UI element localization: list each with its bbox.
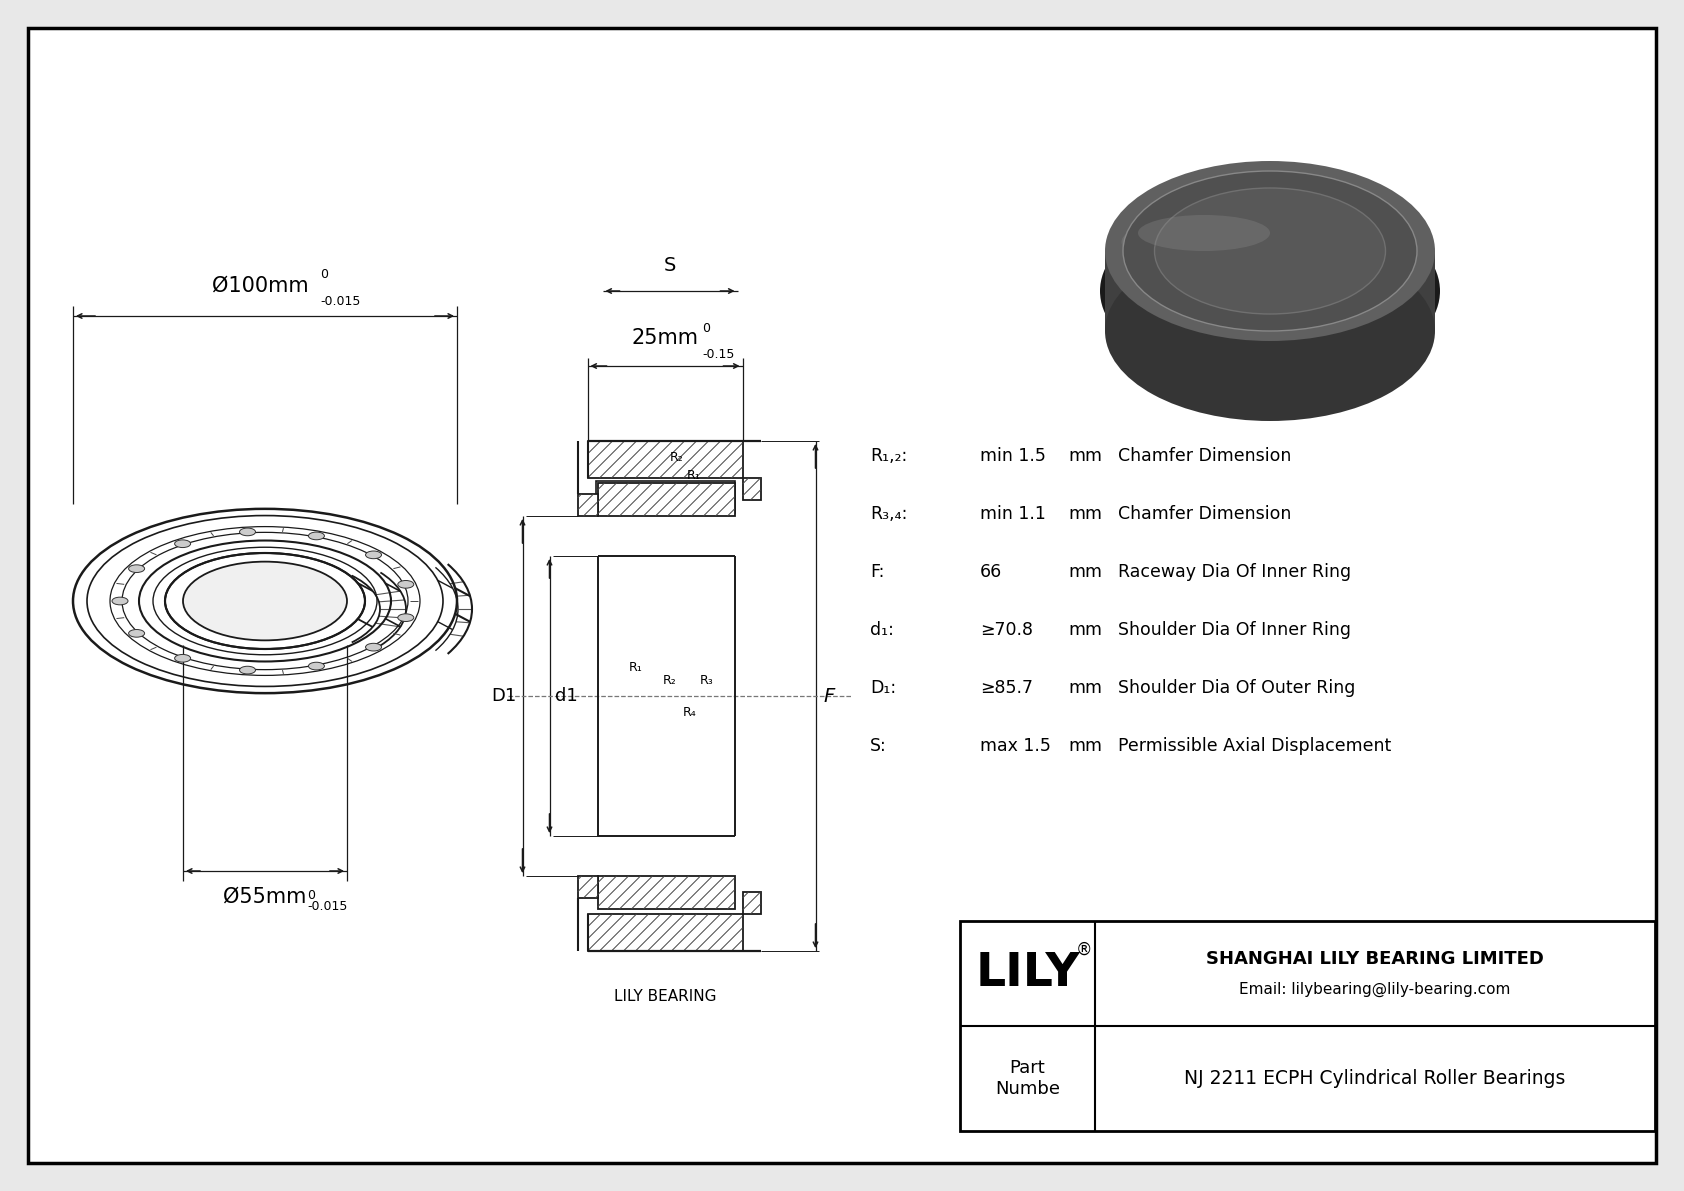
Text: -0.015: -0.015 [320,295,360,308]
Text: max 1.5: max 1.5 [980,737,1051,755]
Text: R₁: R₁ [630,661,643,674]
Text: mm: mm [1068,737,1101,755]
Bar [578,877,598,898]
Ellipse shape [128,630,145,637]
Text: d₁:: d₁: [871,621,894,640]
Ellipse shape [397,580,414,588]
Text: -0.015: -0.015 [306,900,347,913]
Ellipse shape [1138,216,1270,251]
Bar [598,484,734,516]
Bar [743,892,761,913]
Bar [598,877,734,909]
Text: F:: F: [871,563,884,581]
Bar [960,921,1655,1131]
Ellipse shape [1100,199,1440,384]
Text: R₂: R₂ [663,674,677,687]
Text: Email: lilybearing@lily-bearing.com: Email: lilybearing@lily-bearing.com [1239,981,1511,997]
Text: mm: mm [1068,679,1101,697]
Ellipse shape [165,553,365,649]
Ellipse shape [175,654,190,662]
Ellipse shape [239,666,256,674]
Ellipse shape [1179,201,1361,300]
Text: Shoulder Dia Of Outer Ring: Shoulder Dia Of Outer Ring [1118,679,1356,697]
Text: Ø100mm: Ø100mm [212,276,308,297]
Text: ®: ® [1076,941,1091,959]
Bar [588,441,743,478]
Text: 66: 66 [980,563,1002,581]
Ellipse shape [308,662,325,669]
Text: Raceway Dia Of Inner Ring: Raceway Dia Of Inner Ring [1118,563,1351,581]
Bar [578,494,598,516]
Text: NJ 2211 ECPH Cylindrical Roller Bearings: NJ 2211 ECPH Cylindrical Roller Bearings [1184,1070,1566,1089]
Ellipse shape [365,551,382,559]
Text: min 1.1: min 1.1 [980,505,1046,523]
Ellipse shape [1105,161,1435,341]
Text: ≥70.8: ≥70.8 [980,621,1032,640]
Ellipse shape [397,613,414,622]
Text: d1: d1 [554,687,578,705]
Bar [588,913,743,950]
Ellipse shape [128,565,145,573]
Bar [743,478,761,500]
Ellipse shape [184,562,347,641]
Text: Ø55mm: Ø55mm [224,887,306,908]
Text: -0.15: -0.15 [702,348,734,361]
Text: mm: mm [1068,505,1101,523]
Text: mm: mm [1068,563,1101,581]
Text: SHANGHAI LILY BEARING LIMITED: SHANGHAI LILY BEARING LIMITED [1206,949,1544,967]
Text: Part
Numbe: Part Numbe [995,1059,1059,1098]
Ellipse shape [239,528,256,536]
Text: mm: mm [1068,621,1101,640]
Text: Chamfer Dimension: Chamfer Dimension [1118,505,1292,523]
Text: Chamfer Dimension: Chamfer Dimension [1118,447,1292,464]
Text: LILY BEARING: LILY BEARING [613,989,716,1004]
Text: S:: S: [871,737,887,755]
Polygon shape [1105,251,1435,331]
Ellipse shape [1105,241,1435,420]
Text: D1: D1 [492,687,517,705]
Text: LILY: LILY [975,950,1079,996]
Text: 0: 0 [306,888,315,902]
Text: R₂: R₂ [670,451,684,464]
Text: R₁: R₁ [687,469,701,482]
Ellipse shape [308,532,325,540]
Ellipse shape [72,509,456,693]
Text: D₁:: D₁: [871,679,896,697]
Text: R₃: R₃ [701,674,714,687]
Text: S: S [663,256,677,275]
Ellipse shape [1155,188,1386,314]
Ellipse shape [365,643,382,651]
Ellipse shape [1123,172,1416,331]
Text: 0: 0 [702,322,711,335]
Text: min 1.5: min 1.5 [980,447,1046,464]
Text: Permissible Axial Displacement: Permissible Axial Displacement [1118,737,1391,755]
Text: F: F [823,686,835,705]
Bar [596,481,734,513]
Text: 25mm: 25mm [632,328,699,348]
Text: R₄: R₄ [684,706,697,719]
Text: Shoulder Dia Of Inner Ring: Shoulder Dia Of Inner Ring [1118,621,1351,640]
Ellipse shape [1122,216,1320,269]
Text: R₁,₂:: R₁,₂: [871,447,908,464]
Text: ≥85.7: ≥85.7 [980,679,1032,697]
Ellipse shape [175,540,190,548]
Text: mm: mm [1068,447,1101,464]
Text: R₃,₄:: R₃,₄: [871,505,908,523]
Text: 0: 0 [320,268,328,281]
Ellipse shape [113,597,128,605]
